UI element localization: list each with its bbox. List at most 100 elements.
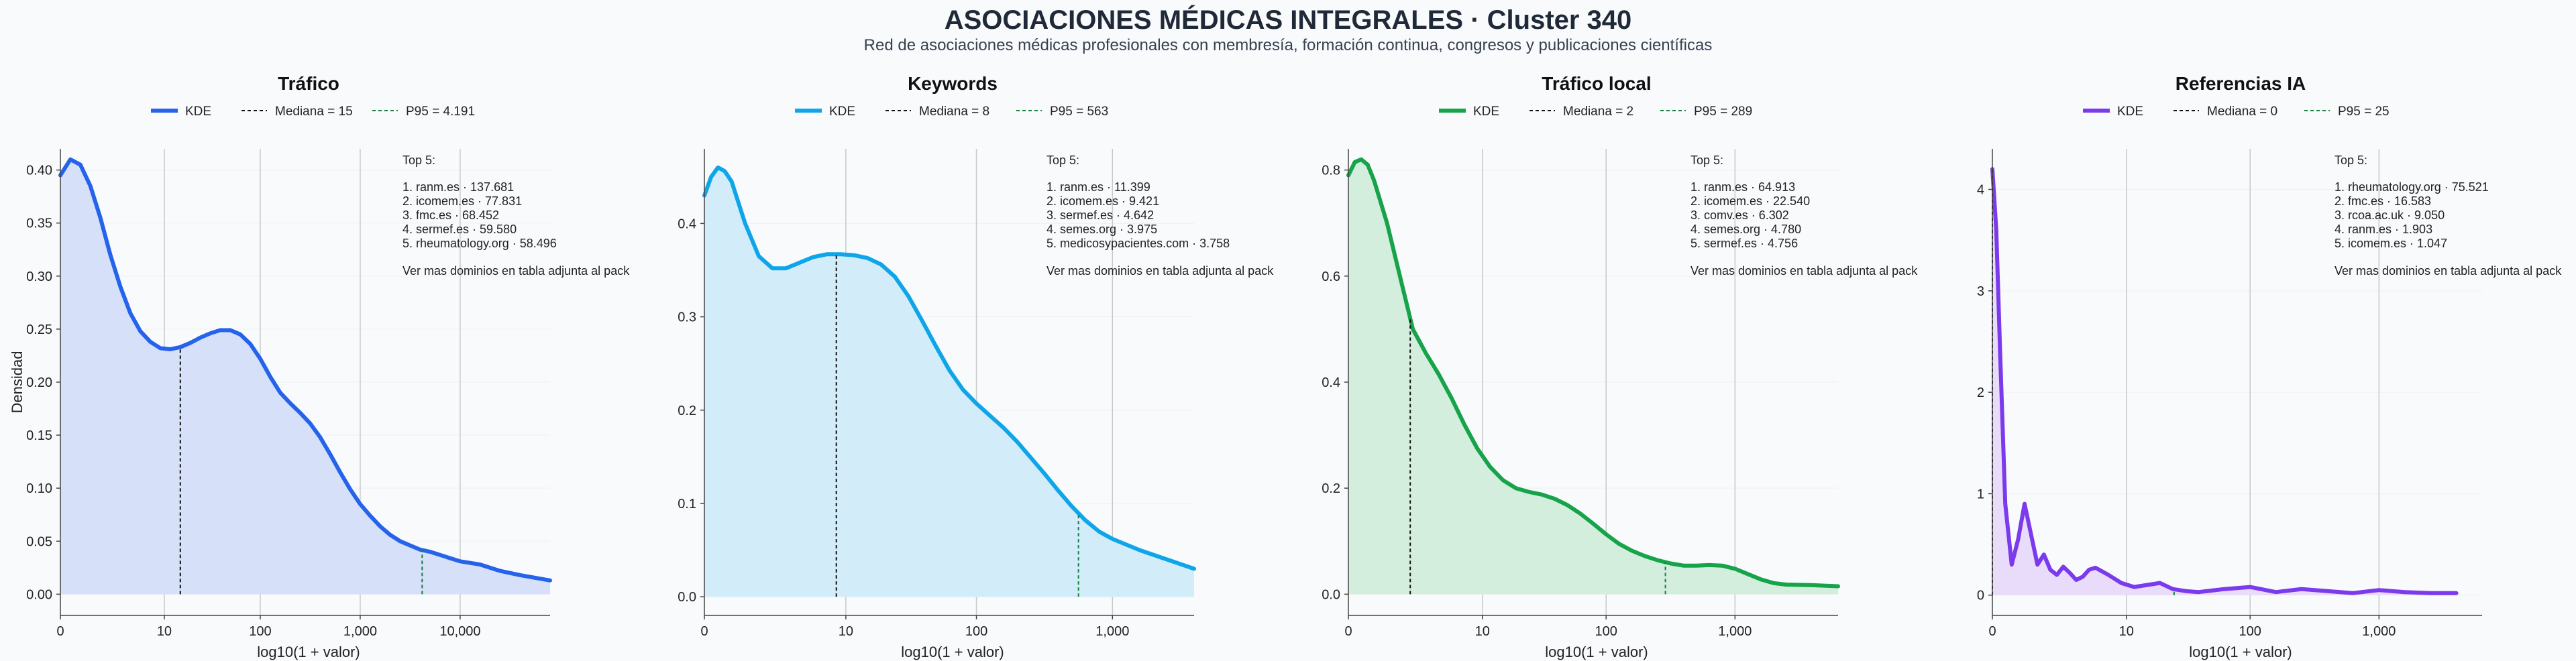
legend-median-label: Mediana = 2 (1563, 105, 1633, 119)
y-tick-label: 0.05 (26, 534, 52, 549)
annotation-line: 1. ranm.es · 64.913 (1690, 180, 1795, 194)
page-subtitle: Red de asociaciones médicas profesionale… (863, 36, 1713, 54)
x-tick-label: 1,000 (1095, 624, 1129, 639)
kde-area (704, 167, 1194, 597)
legend: KDE Mediana = 0 P95 = 25 (2083, 105, 2390, 119)
x-tick-label: 0 (56, 624, 64, 639)
y-tick-label: 0.1 (678, 497, 696, 512)
annotation-line: 3. comv.es · 6.302 (1690, 208, 1789, 222)
y-tick-label: 0.10 (26, 481, 52, 496)
y-tick-label: 3 (1977, 284, 1984, 299)
legend-median-label: Mediana = 0 (2207, 105, 2277, 119)
y-tick-label: 2 (1977, 385, 1984, 400)
x-axis-label: log10(1 + valor) (257, 644, 360, 660)
annotation-line: 2. icomem.es · 77.831 (402, 194, 522, 208)
y-tick-label: 0.15 (26, 428, 52, 443)
legend-median-label: Mediana = 15 (275, 105, 353, 119)
x-axis-label: log10(1 + valor) (901, 644, 1004, 660)
chart-panel-trafico: Tráfico KDE Mediana = 15 P95 = 4.191 0.00 0.0… (9, 73, 630, 660)
y-tick-label: 0.0 (678, 590, 696, 605)
x-tick-label: 0 (700, 624, 708, 639)
x-tick-label: 100 (965, 624, 987, 639)
annotation-line: 3. sermef.es · 4.642 (1046, 208, 1154, 222)
x-tick-label: 0 (1988, 624, 1996, 639)
x-axis-label: log10(1 + valor) (1545, 644, 1648, 660)
legend-p95-label: P95 = 25 (2338, 105, 2390, 119)
legend-p95-label: P95 = 4.191 (406, 105, 475, 119)
y-tick-label: 4 (1977, 183, 1984, 198)
panel-title: Referencias IA (2176, 73, 2306, 94)
annotation-line: 4. semes.org · 4.780 (1690, 223, 1801, 236)
annotation-line: 1. rheumatology.org · 75.521 (2334, 180, 2489, 194)
annotation-line: 2. icomem.es · 9.421 (1046, 194, 1159, 208)
kde-line (1990, 167, 2459, 595)
x-tick-label: 10 (157, 624, 172, 639)
x-tick-label: 10 (1475, 624, 1490, 639)
annotation-line: 4. sermef.es · 59.580 (402, 223, 517, 236)
y-tick-label: 0.00 (26, 587, 52, 602)
kde-line (58, 157, 552, 583)
panel-title: Tráfico local (1542, 73, 1651, 94)
annotation-line: 5. sermef.es · 4.756 (1690, 237, 1798, 250)
x-tick-label: 1,000 (2362, 624, 2396, 639)
x-tick-label: 0 (1344, 624, 1352, 639)
annotation-header: Top 5: (402, 154, 435, 167)
y-tick-label: 0.8 (1322, 164, 1340, 178)
y-tick-label: 1 (1977, 487, 1984, 501)
annotation-footer: Ver mas dominios en tabla adjunta al pac… (2334, 264, 2562, 278)
annotation-line: 2. fmc.es · 16.583 (2334, 194, 2431, 208)
kde-area (60, 159, 550, 595)
legend-p95-label: P95 = 289 (1694, 105, 1752, 119)
panel-title: Tráfico (278, 73, 339, 94)
y-tick-label: 0.35 (26, 217, 52, 231)
annotation-line: 4. ranm.es · 1.903 (2334, 223, 2432, 236)
legend-kde-label: KDE (185, 105, 211, 119)
annotation-header: Top 5: (2334, 154, 2367, 167)
x-axis-label: log10(1 + valor) (2189, 644, 2292, 660)
annotation-line: 3. rcoa.ac.uk · 9.050 (2334, 208, 2445, 222)
annotation-line: 5. rheumatology.org · 58.496 (402, 237, 557, 250)
annotation-footer: Ver mas dominios en tabla adjunta al pac… (1046, 264, 1274, 278)
y-tick-label: 0.40 (26, 164, 52, 178)
y-tick-label: 0.30 (26, 269, 52, 284)
y-tick-label: 0.0 (1322, 587, 1340, 602)
legend: KDE Mediana = 8 P95 = 563 (795, 105, 1108, 119)
y-tick-label: 0.6 (1322, 269, 1340, 284)
chart-panel-trafico-local: Tráfico local KDE Mediana = 2 P95 = 289 0.0 0… (1322, 73, 1918, 660)
y-tick-label: 0.2 (678, 404, 696, 418)
x-tick-label: 100 (2239, 624, 2261, 639)
x-tick-label: 1,000 (1718, 624, 1752, 639)
page-title: ASOCIACIONES MÉDICAS INTEGRALES · Cluste… (944, 5, 1632, 35)
chart-panel-keywords: Keywords KDE Mediana = 8 P95 = 563 0.0 0.1 0.2… (678, 73, 1274, 660)
y-tick-label: 0.4 (1322, 375, 1340, 390)
x-tick-label: 10 (839, 624, 853, 639)
kde-line (1346, 157, 1840, 589)
annotation-line: 5. medicosypacientes.com · 3.758 (1046, 237, 1230, 250)
x-tick-label: 10 (2119, 624, 2134, 639)
y-tick-label: 0 (1977, 589, 1984, 603)
annotation-line: 5. icomem.es · 1.047 (2334, 237, 2447, 250)
annotation-header: Top 5: (1690, 154, 1723, 167)
legend-kde-label: KDE (2117, 105, 2143, 119)
annotation-line: 1. ranm.es · 137.681 (402, 180, 514, 194)
annotation-footer: Ver mas dominios en tabla adjunta al pac… (402, 264, 630, 278)
legend-p95-label: P95 = 563 (1050, 105, 1108, 119)
annotation-line: 1. ranm.es · 11.399 (1046, 180, 1150, 194)
y-axis-label: Densidad (9, 351, 25, 414)
annotation-header: Top 5: (1046, 154, 1079, 167)
y-tick-label: 0.3 (678, 310, 696, 325)
panel-title: Keywords (908, 73, 998, 94)
y-tick-label: 0.4 (678, 217, 696, 231)
x-tick-label: 10,000 (439, 624, 480, 639)
kde-line (702, 165, 1196, 571)
x-tick-label: 1,000 (343, 624, 377, 639)
legend-kde-label: KDE (829, 105, 855, 119)
x-tick-label: 100 (1595, 624, 1617, 639)
legend: KDE Mediana = 15 P95 = 4.191 (151, 105, 475, 119)
x-tick-label: 100 (249, 624, 271, 639)
y-tick-label: 0.25 (26, 322, 52, 337)
chart-panel-referencias-ia: Referencias IA KDE Mediana = 0 P95 = 25 0 1 2 3… (1977, 73, 2562, 660)
kde-area (1348, 159, 1838, 595)
annotation-footer: Ver mas dominios en tabla adjunta al pac… (1690, 264, 1918, 278)
legend-median-label: Mediana = 8 (919, 105, 989, 119)
